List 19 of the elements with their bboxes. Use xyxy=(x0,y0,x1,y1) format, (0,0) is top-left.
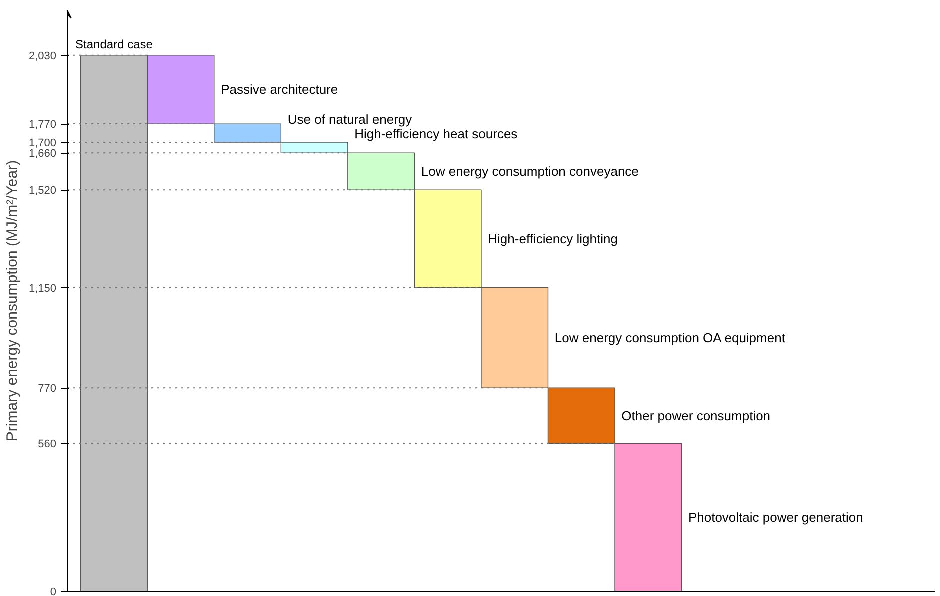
y-tick-label: 2,030 xyxy=(28,50,57,62)
y-tick-label: 560 xyxy=(38,438,57,451)
y-tick-label: 0 xyxy=(50,586,57,596)
y-axis-title: Primary energy consumption (MJ/m²/Year) xyxy=(4,160,21,442)
annotation: Use of natural energy xyxy=(288,112,413,127)
annotation: High-efficiency heat sources xyxy=(354,126,518,142)
annotation: High-efficiency lighting xyxy=(488,231,618,246)
text: Photovoltaic power generation xyxy=(688,510,864,526)
annotation: Low energy consumption conveyance xyxy=(421,164,639,180)
y-tick-label: 1,520 xyxy=(28,185,57,198)
annotation: Other power consumption xyxy=(622,408,771,424)
annotation: Standard case xyxy=(76,37,154,52)
y-tick-label: 1,700 xyxy=(28,138,57,150)
y-tick-label: 1,660 xyxy=(28,148,57,160)
y-tick-label: 1,770 xyxy=(28,119,57,132)
annotation: Low energy consumption OA equipment xyxy=(554,330,786,346)
y-tick-label: 770 xyxy=(38,383,57,396)
y-tick-label: 1,150 xyxy=(28,282,57,295)
annotation: Passive architecture xyxy=(221,82,338,98)
